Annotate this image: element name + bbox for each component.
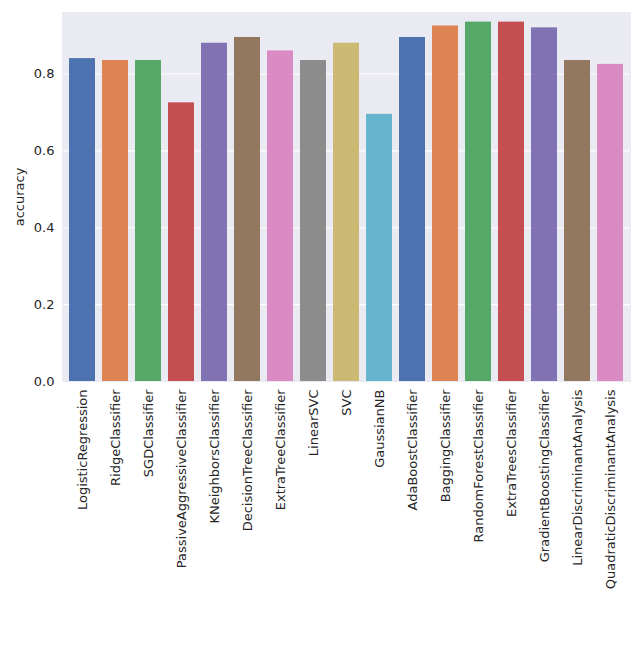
svg-text:ExtraTreesClassifier: ExtraTreesClassifier [504, 389, 519, 517]
svg-text:0.0: 0.0 [34, 374, 55, 389]
svg-text:0.4: 0.4 [34, 220, 55, 235]
svg-text:0.8: 0.8 [34, 66, 55, 81]
svg-text:GradientBoostingClassifier: GradientBoostingClassifier [537, 389, 552, 562]
svg-text:KNeighborsClassifier: KNeighborsClassifier [207, 389, 222, 524]
svg-text:PassiveAggressiveClassifier: PassiveAggressiveClassifier [174, 389, 189, 568]
svg-text:GaussianNB: GaussianNB [372, 390, 387, 468]
svg-text:SVC: SVC [339, 390, 354, 416]
svg-text:0.6: 0.6 [34, 143, 55, 158]
svg-text:LinearSVC: LinearSVC [306, 390, 321, 457]
svg-text:accuracy: accuracy [12, 167, 27, 226]
svg-text:0.2: 0.2 [34, 297, 55, 312]
svg-text:RidgeClassifier: RidgeClassifier [108, 389, 123, 486]
svg-text:DecisionTreeClassifier: DecisionTreeClassifier [240, 389, 255, 531]
svg-text:BaggingClassifier: BaggingClassifier [438, 389, 453, 502]
svg-text:QuadraticDiscriminantAnalysis: QuadraticDiscriminantAnalysis [603, 389, 618, 589]
svg-text:AdaBoostClassifier: AdaBoostClassifier [405, 389, 420, 511]
svg-text:ExtraTreeClassifier: ExtraTreeClassifier [273, 389, 288, 510]
svg-text:LinearDiscriminantAnalysis: LinearDiscriminantAnalysis [570, 389, 585, 566]
svg-text:SGDClassifier: SGDClassifier [141, 389, 156, 477]
svg-text:LogisticRegression: LogisticRegression [75, 390, 90, 511]
svg-text:RandomForestClassifier: RandomForestClassifier [471, 389, 486, 543]
